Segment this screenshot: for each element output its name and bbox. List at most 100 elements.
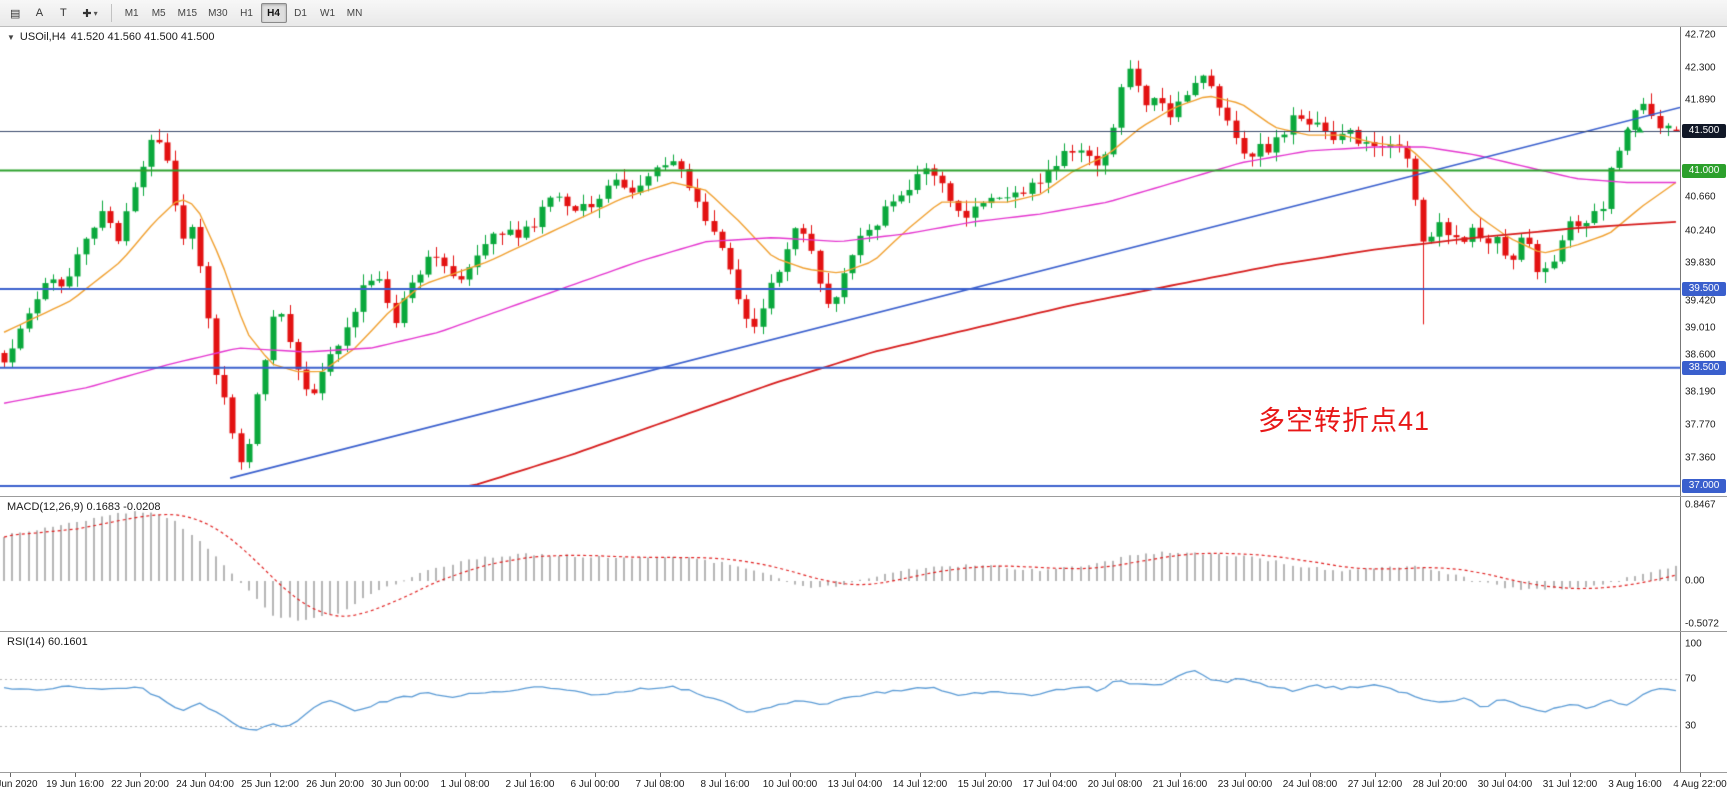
time-axis-tick <box>270 773 271 777</box>
time-axis-label: 7 Jul 08:00 <box>635 779 685 790</box>
timeframe-button-d1[interactable]: D1 <box>294 7 307 19</box>
time-axis-label: 22 Jun 20:00 <box>111 779 169 790</box>
macd-label: MACD(12,26,9) 0.1683 -0.0208 <box>7 501 160 513</box>
time-axis-tick <box>1050 773 1051 777</box>
time-axis-label: 1 Jul 08:00 <box>440 779 490 790</box>
time-axis-tick <box>1245 773 1246 777</box>
rsi-axis[interactable]: 100 70 30 <box>1680 632 1727 772</box>
time-axis-label: 17 Jul 04:00 <box>1022 779 1078 790</box>
time-axis-label: 23 Jul 00:00 <box>1217 779 1273 790</box>
time-axis-tick <box>1440 773 1441 777</box>
price-axis-badge: 41.000 <box>1682 163 1726 178</box>
time-axis-label: 15 Jul 20:00 <box>957 779 1013 790</box>
macd-axis-tick: 0.00 <box>1685 575 1705 587</box>
time-axis-tick <box>855 773 856 777</box>
time-axis-label: 24 Jun 04:00 <box>176 779 234 790</box>
text-tool-icon: T <box>60 7 67 19</box>
time-axis-tick <box>140 773 141 777</box>
cursor-tool-icon: ✚ <box>82 7 92 20</box>
price-axis-tick: 39.420 <box>1685 295 1716 307</box>
time-axis-label: 20 Jul 08:00 <box>1087 779 1143 790</box>
time-axis-label: 30 Jun 00:00 <box>371 779 429 790</box>
time-axis-tick <box>1700 773 1701 777</box>
time-axis-tick <box>1115 773 1116 777</box>
price-axis-badge: 37.000 <box>1682 479 1726 493</box>
timeframe-button-m5[interactable]: M5 <box>151 7 166 19</box>
timeframe-button-m30[interactable]: M30 <box>208 7 228 19</box>
rsi-label-text: RSI(14) 60.1601 <box>7 636 88 648</box>
macd-axis-tick: 0.8467 <box>1685 499 1716 511</box>
time-axis-label: 31 Jul 12:00 <box>1542 779 1598 790</box>
main-chart-panel: ▼ USOil,H4 41.520 41.560 41.500 41.500 多… <box>0 27 1727 497</box>
cursor-tool-button[interactable]: ✚ ▾ <box>76 3 103 23</box>
timeframe-button-m15[interactable]: M15 <box>177 7 198 19</box>
time-axis[interactable]: 18 Jun 2020 19 Jun 16:00 22 Jun 20:00 24 Ju… <box>0 773 1727 793</box>
text-label-icon: A <box>35 7 44 19</box>
macd-axis[interactable]: 0.8467 0.00 -0.5072 <box>1680 497 1727 631</box>
price-axis-badge: 38.500 <box>1682 360 1726 375</box>
toolbar: ▤ A T ✚ ▾ M1 M5 M15 M30 H1 H4 D1 W1 MN <box>0 0 1727 27</box>
price-axis-tick: 40.660 <box>1685 191 1716 203</box>
macd-panel: MACD(12,26,9) 0.1683 -0.0208 0.8467 0.00 -… <box>0 497 1727 632</box>
price-axis-tick: 38.600 <box>1685 349 1716 361</box>
rsi-canvas[interactable] <box>0 632 1680 772</box>
timeframe-button-m1[interactable]: M1 <box>124 7 139 19</box>
price-axis-tick: 37.360 <box>1685 452 1716 464</box>
time-axis-tick <box>75 773 76 777</box>
price-axis[interactable]: 42.720 42.300 41.890 40.660 40.240 39.830 39.4… <box>1680 27 1727 496</box>
time-axis-tick <box>1180 773 1181 777</box>
price-axis-tick: 37.770 <box>1685 419 1716 431</box>
macd-canvas[interactable] <box>0 497 1680 631</box>
rsi-axis-tick: 70 <box>1685 673 1697 685</box>
time-axis-label: 13 Jul 04:00 <box>827 779 883 790</box>
rsi-axis-tick: 30 <box>1685 720 1697 732</box>
chevron-down-icon: ▾ <box>93 8 98 18</box>
timeframe-button-h1[interactable]: H1 <box>240 7 253 19</box>
price-axis-badge: 39.500 <box>1682 281 1726 296</box>
time-axis-tick <box>530 773 531 777</box>
toolbar-tools: ▤ A T ✚ ▾ <box>4 3 104 23</box>
chart-objects-button[interactable]: ▤ <box>4 3 26 23</box>
text-label-button[interactable]: A <box>28 3 50 23</box>
symbol-ohlc: 41.520 41.560 41.500 41.500 <box>70 31 215 43</box>
timeframe-button-mn[interactable]: MN <box>346 7 363 19</box>
price-axis-badge: 41.500 <box>1682 124 1726 139</box>
time-axis-label: 21 Jul 16:00 <box>1152 779 1208 790</box>
price-axis-tick: 41.890 <box>1685 94 1716 106</box>
toolbar-separator <box>110 4 112 22</box>
time-axis-tick <box>205 773 206 777</box>
time-axis-label: 6 Jul 00:00 <box>570 779 620 790</box>
rsi-label: RSI(14) 60.1601 <box>7 636 88 648</box>
time-axis-tick <box>595 773 596 777</box>
time-axis-label: 3 Aug 16:00 <box>1608 779 1662 790</box>
rsi-panel: RSI(14) 60.1601 100 70 30 <box>0 632 1727 773</box>
time-axis-label: 10 Jul 00:00 <box>762 779 818 790</box>
time-axis-label: 24 Jul 08:00 <box>1282 779 1338 790</box>
time-axis-label: 14 Jul 12:00 <box>892 779 948 790</box>
time-axis-tick <box>465 773 466 777</box>
time-axis-label: 25 Jun 12:00 <box>241 779 299 790</box>
price-axis-tick: 39.010 <box>1685 322 1716 334</box>
time-axis-label: 26 Jun 20:00 <box>306 779 364 790</box>
text-tool-button[interactable]: T <box>52 3 74 23</box>
time-axis-label: 30 Jul 04:00 <box>1477 779 1533 790</box>
price-axis-tick: 39.830 <box>1685 257 1716 269</box>
main-chart-canvas[interactable] <box>0 27 1680 496</box>
time-axis-tick <box>790 773 791 777</box>
timeframe-button-h4[interactable]: H4 <box>260 3 287 23</box>
timeframe-button-w1[interactable]: W1 <box>320 7 336 19</box>
time-axis-tick <box>1310 773 1311 777</box>
price-axis-tick: 42.720 <box>1685 29 1716 41</box>
rsi-axis-tick: 100 <box>1685 638 1702 650</box>
chart-annotation-text[interactable]: 多空转折点41 <box>1258 406 1431 436</box>
price-axis-tick: 42.300 <box>1685 62 1716 74</box>
symbol-name: USOil,H4 <box>19 31 66 43</box>
time-axis-tick <box>985 773 986 777</box>
symbol-collapse-icon[interactable]: ▼ <box>7 32 15 42</box>
time-axis-tick <box>335 773 336 777</box>
timeframe-toolbar: M1 M5 M15 M30 H1 H4 D1 W1 MN <box>119 3 368 23</box>
time-axis-tick <box>920 773 921 777</box>
time-axis-tick <box>10 773 11 777</box>
time-axis-label: 27 Jul 12:00 <box>1347 779 1403 790</box>
